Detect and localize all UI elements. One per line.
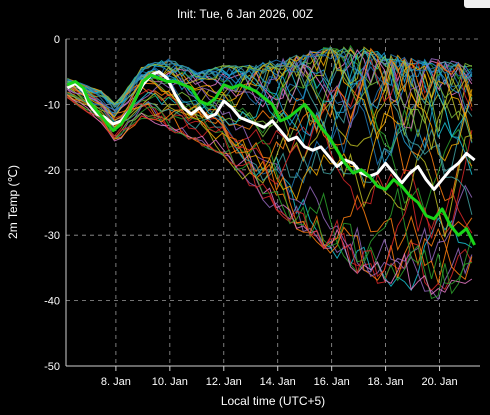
x-tick-label: 12. Jan — [206, 376, 242, 388]
x-tick-label: 14. Jan — [260, 376, 296, 388]
ensemble-member-line — [66, 95, 473, 300]
x-tick-label: 8. Jan — [101, 376, 131, 388]
x-axis-label: Local time (UTC+5) — [221, 394, 325, 408]
highlighted-series — [66, 70, 476, 246]
ensemble-member-line — [67, 85, 473, 238]
ensemble-member-line — [67, 46, 473, 143]
ensemble-member-line — [67, 53, 473, 117]
ensemble-member-line — [67, 46, 473, 112]
y-tick-label: -40 — [44, 296, 60, 308]
y-tick-label: -30 — [44, 230, 60, 242]
y-tick-label: -10 — [44, 99, 60, 111]
y-tick-label: -20 — [44, 165, 60, 177]
ensemble-member-line — [67, 47, 473, 159]
ensemble-member-line — [67, 52, 473, 128]
ensemble-member-line — [67, 49, 473, 128]
chart-title: Init: Tue, 6 Jan 2026, 00Z — [177, 7, 313, 21]
x-tick-labels: 8. Jan 10. Jan 12. Jan 14. Jan 16. Jan 18. Ja… — [101, 376, 458, 388]
ensemble-member-line — [66, 94, 473, 296]
ensemble-member-line — [67, 49, 473, 129]
grid-lines — [66, 38, 480, 371]
ensemble-member-line — [67, 48, 473, 138]
x-tick-label: 20. Jan — [421, 376, 457, 388]
series-line — [66, 73, 476, 246]
y-axis-label: 2m Temp (℃) — [6, 165, 20, 239]
ensemble-member-line — [67, 92, 473, 215]
y-tick-label: 0 — [54, 34, 60, 46]
window-corner-tab — [464, 0, 490, 8]
ensemble-members — [66, 44, 473, 301]
y-tick-labels: 0 -10 -20 -30 -40 -50 — [44, 34, 60, 373]
x-tick-label: 16. Jan — [314, 376, 350, 388]
ensemble-member-line — [67, 78, 473, 285]
x-tick-label: 18. Jan — [368, 376, 404, 388]
x-tick-label: 10. Jan — [152, 376, 188, 388]
y-tick-label: -50 — [44, 361, 60, 373]
ensemble-member-line — [66, 95, 473, 278]
